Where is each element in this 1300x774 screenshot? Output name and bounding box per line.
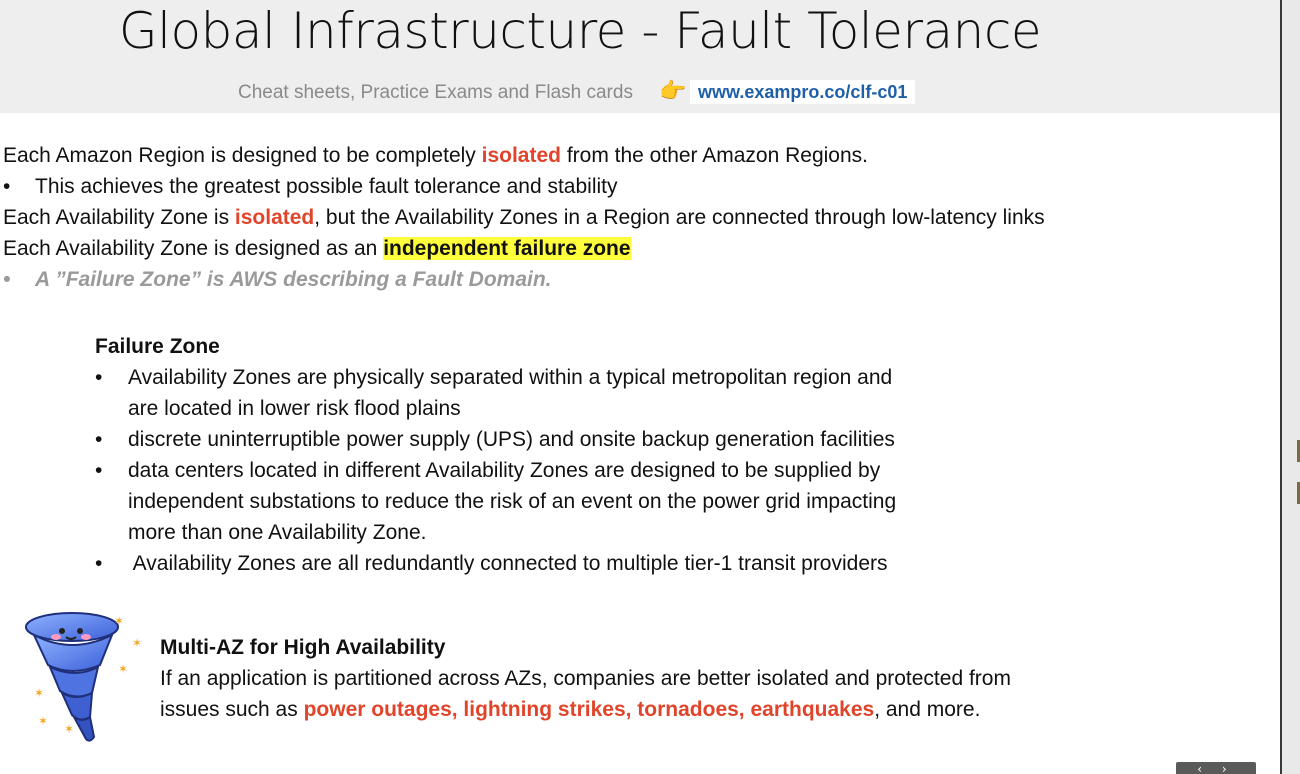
bullet-icon: • bbox=[95, 366, 103, 389]
multi-az-text: issues such as bbox=[160, 698, 304, 721]
intro-line-1: Each Amazon Region is designed to be com… bbox=[3, 142, 868, 170]
isolated-emphasis: isolated bbox=[234, 206, 315, 229]
failure-zone-item-cont: independent substations to reduce the ri… bbox=[128, 490, 897, 513]
failure-zone-item: data centers located in different Availa… bbox=[128, 459, 881, 482]
svg-text:✶: ✶ bbox=[34, 686, 44, 700]
bullet-icon: • bbox=[95, 552, 103, 575]
exampro-link[interactable]: www.exampro.co/clf-c01 bbox=[690, 80, 916, 104]
failure-zone-item: Availability Zones are physically separa… bbox=[128, 366, 893, 389]
intro-text: Each Amazon Region is designed to be com… bbox=[3, 144, 482, 167]
slide-nav-arrows-icon[interactable]: ‹ › bbox=[1176, 762, 1256, 774]
failure-zone-item-cont: are located in lower risk flood plains bbox=[128, 397, 461, 420]
independent-failure-zone-highlight: independent failure zone bbox=[383, 237, 631, 260]
multi-az-line-2: issues such as power outages, lightning … bbox=[160, 696, 980, 724]
intro-text: Each Availability Zone is designed as an bbox=[3, 237, 384, 260]
pointing-hand-icon: 👉 bbox=[659, 79, 687, 104]
multi-az-line-1: If an application is partitioned across … bbox=[160, 667, 1011, 690]
svg-text:✶: ✶ bbox=[38, 714, 48, 728]
intro-line-2: This achieves the greatest possible faul… bbox=[35, 175, 618, 198]
bullet-icon: • bbox=[3, 268, 11, 291]
svg-text:✶: ✶ bbox=[132, 636, 140, 650]
bullet-icon: • bbox=[95, 459, 103, 482]
intro-text: , but the Availability Zones in a Region… bbox=[314, 206, 1045, 229]
isolated-emphasis: isolated bbox=[481, 144, 561, 167]
tornado-icon: ✶ ✶ ✶ ✶ ✶ ✶ bbox=[25, 612, 140, 742]
right-side-panel bbox=[1280, 0, 1300, 774]
bullet-icon: • bbox=[3, 175, 11, 198]
failure-zone-item-cont: more than one Availability Zone. bbox=[128, 521, 427, 544]
intro-text: Each Availability Zone is bbox=[3, 206, 235, 229]
panel-edge-mark bbox=[1297, 482, 1300, 504]
failure-zone-note: A ”Failure Zone” is AWS describing a Fau… bbox=[35, 268, 552, 291]
slide-subtitle: Cheat sheets, Practice Exams and Flash c… bbox=[238, 82, 633, 103]
bullet-icon: • bbox=[95, 428, 103, 451]
failure-zone-item: discrete uninterruptible power supply (U… bbox=[128, 428, 895, 451]
panel-edge-mark bbox=[1297, 440, 1300, 462]
slide-header: Global Infrastructure - Fault Tolerance … bbox=[0, 0, 1280, 113]
svg-text:✶: ✶ bbox=[118, 662, 128, 676]
intro-line-3: Each Availability Zone is isolated, but … bbox=[3, 204, 1045, 232]
intro-line-4: Each Availability Zone is designed as an… bbox=[3, 235, 631, 263]
svg-text:✶: ✶ bbox=[114, 614, 124, 628]
multi-az-heading: Multi-AZ for High Availability bbox=[160, 636, 446, 659]
slide-title: Global Infrastructure - Fault Tolerance bbox=[118, 2, 1042, 60]
intro-text: from the other Amazon Regions. bbox=[560, 144, 868, 167]
failure-zone-item: Availability Zones are all redundantly c… bbox=[128, 552, 888, 575]
hazards-emphasis: power outages, lightning strikes, tornad… bbox=[303, 698, 875, 721]
svg-text:✶: ✶ bbox=[64, 722, 74, 736]
failure-zone-heading: Failure Zone bbox=[95, 335, 220, 358]
multi-az-text: , and more. bbox=[874, 698, 981, 721]
